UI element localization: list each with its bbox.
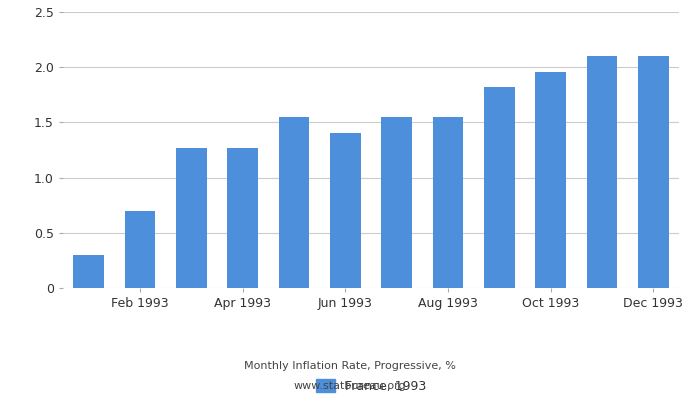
Text: Monthly Inflation Rate, Progressive, %: Monthly Inflation Rate, Progressive, % [244, 361, 456, 371]
Bar [484, 87, 514, 288]
Bar [176, 148, 206, 288]
Bar [638, 56, 668, 288]
Text: www.statbureau.org: www.statbureau.org [294, 381, 406, 391]
Bar [382, 117, 412, 288]
Bar [587, 56, 617, 288]
Bar [330, 134, 360, 288]
Bar [74, 255, 104, 288]
Bar [433, 117, 463, 288]
Bar [279, 117, 309, 288]
Bar [228, 148, 258, 288]
Bar [125, 211, 155, 288]
Legend: France, 1993: France, 1993 [311, 374, 431, 398]
Bar [536, 72, 566, 288]
